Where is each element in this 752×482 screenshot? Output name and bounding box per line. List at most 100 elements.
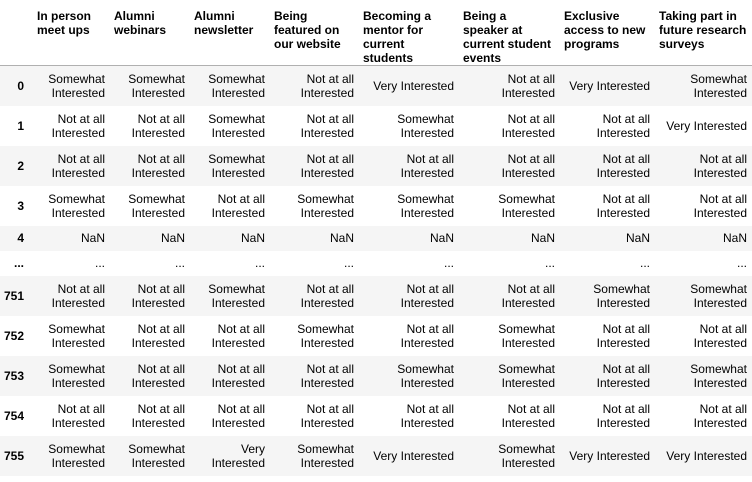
table-cell: Not at all Interested bbox=[596, 111, 650, 140]
table-cell: Very Interested bbox=[666, 448, 747, 463]
table-cell: Not at all Interested bbox=[501, 281, 555, 310]
table-row: 754 Not at all Interested Not at all Inter… bbox=[0, 395, 752, 436]
row-index: 752 bbox=[3, 328, 24, 343]
table-row: 751 Not at all Interested Not at all Inter… bbox=[0, 275, 752, 316]
column-header: Exclusive access to new programs bbox=[560, 0, 655, 66]
table-cell: ... bbox=[343, 256, 354, 270]
table-cell: Somewhat Interested bbox=[208, 111, 265, 140]
table-row: ........................... bbox=[0, 250, 752, 276]
table-cell: Not at all Interested bbox=[596, 401, 650, 430]
column-header: In person meet ups bbox=[33, 0, 110, 66]
table-cell: Not at all Interested bbox=[51, 281, 105, 310]
table-cell: Not at all Interested bbox=[400, 321, 454, 350]
index-header bbox=[0, 0, 33, 66]
table-cell: Somewhat Interested bbox=[48, 191, 105, 220]
table-cell: Not at all Interested bbox=[300, 361, 354, 390]
table-cell: Not at all Interested bbox=[596, 151, 650, 180]
column-header: Taking part in future research surveys bbox=[655, 0, 752, 66]
table-cell: Not at all Interested bbox=[596, 321, 650, 350]
table-cell: Not at all Interested bbox=[300, 151, 354, 180]
table-header: In person meet ups Alumni webinars Alumn… bbox=[0, 0, 752, 66]
table-cell: Not at all Interested bbox=[131, 401, 185, 430]
table-cell: Not at all Interested bbox=[300, 71, 354, 100]
table-cell: Very Interested bbox=[569, 448, 650, 463]
row-index: 751 bbox=[3, 288, 24, 303]
table-cell: Not at all Interested bbox=[211, 401, 265, 430]
table-cell: Very Interested bbox=[373, 78, 454, 93]
row-index: 754 bbox=[3, 408, 24, 423]
table-body: 0 Somewhat Interested Somewhat Interested S… bbox=[0, 65, 752, 476]
table-row: 755 Somewhat Interested Somewhat Intereste… bbox=[0, 435, 752, 476]
table-row: 0 Somewhat Interested Somewhat Interested S… bbox=[0, 65, 752, 106]
table-cell: ... bbox=[174, 256, 185, 270]
row-index: 4 bbox=[17, 231, 24, 245]
row-index: 0 bbox=[17, 78, 24, 93]
table-cell: Somewhat Interested bbox=[297, 321, 354, 350]
table-cell: NaN bbox=[329, 231, 354, 245]
table-cell: Not at all Interested bbox=[131, 281, 185, 310]
table-cell: NaN bbox=[80, 231, 105, 245]
table-cell: Not at all Interested bbox=[400, 151, 454, 180]
table-cell: Very Interested bbox=[569, 78, 650, 93]
table-cell: Very Interested bbox=[373, 448, 454, 463]
table-cell: Not at all Interested bbox=[51, 401, 105, 430]
table-cell: Somewhat Interested bbox=[397, 361, 454, 390]
table-cell: Not at all Interested bbox=[693, 191, 747, 220]
table-row: 1 Not at all Interested Not at all Interes… bbox=[0, 105, 752, 146]
table-cell: Somewhat Interested bbox=[208, 281, 265, 310]
header-row: In person meet ups Alumni webinars Alumn… bbox=[0, 0, 752, 66]
table-cell: Not at all Interested bbox=[300, 111, 354, 140]
table-row: 752 Somewhat Interested Not at all Interes… bbox=[0, 315, 752, 356]
table-cell: Not at all Interested bbox=[596, 361, 650, 390]
table-cell: Not at all Interested bbox=[131, 151, 185, 180]
table-cell: Somewhat Interested bbox=[48, 441, 105, 470]
table-cell: Not at all Interested bbox=[400, 281, 454, 310]
table-cell: Somewhat Interested bbox=[48, 71, 105, 100]
table-cell: ... bbox=[94, 256, 105, 270]
row-index: ... bbox=[13, 256, 24, 270]
table-cell: Somewhat Interested bbox=[128, 71, 185, 100]
column-header: Alumni newsletter bbox=[190, 0, 270, 66]
table-cell: Somewhat Interested bbox=[128, 191, 185, 220]
table-cell: Not at all Interested bbox=[131, 321, 185, 350]
row-index: 1 bbox=[17, 118, 24, 133]
table-cell: Somewhat Interested bbox=[297, 441, 354, 470]
table-cell: Somewhat Interested bbox=[498, 191, 555, 220]
table-cell: Somewhat Interested bbox=[498, 441, 555, 470]
table-cell: Not at all Interested bbox=[693, 151, 747, 180]
table-cell: Somewhat Interested bbox=[690, 281, 747, 310]
table-cell: Somewhat Interested bbox=[48, 361, 105, 390]
table-cell: NaN bbox=[625, 231, 650, 245]
table-cell: NaN bbox=[429, 231, 454, 245]
table-cell: Somewhat Interested bbox=[397, 111, 454, 140]
row-index: 753 bbox=[3, 368, 24, 383]
table-cell: Somewhat Interested bbox=[128, 441, 185, 470]
table-cell: NaN bbox=[160, 231, 185, 245]
table-cell: Not at all Interested bbox=[693, 401, 747, 430]
row-index: 3 bbox=[17, 198, 24, 213]
table-cell: NaN bbox=[240, 231, 265, 245]
table-cell: Not at all Interested bbox=[211, 361, 265, 390]
table-row: 3 Somewhat Interested Somewhat Interested N… bbox=[0, 185, 752, 226]
table-cell: Somewhat Interested bbox=[397, 191, 454, 220]
table-cell: ... bbox=[639, 256, 650, 270]
table-cell: Not at all Interested bbox=[300, 401, 354, 430]
row-index: 2 bbox=[17, 158, 24, 173]
table-row: 2 Not at all Interested Not at all Interes… bbox=[0, 145, 752, 186]
table-cell: Very Interested bbox=[666, 118, 747, 133]
table-cell: Not at all Interested bbox=[693, 321, 747, 350]
row-index: 755 bbox=[3, 448, 24, 463]
table-cell: Somewhat Interested bbox=[498, 361, 555, 390]
table-cell: Somewhat Interested bbox=[690, 71, 747, 100]
table-cell: Not at all Interested bbox=[596, 191, 650, 220]
table-cell: Somewhat Interested bbox=[498, 321, 555, 350]
table-cell: Not at all Interested bbox=[400, 401, 454, 430]
table-cell: ... bbox=[254, 256, 265, 270]
table-cell: Not at all Interested bbox=[501, 71, 555, 100]
table-cell: Not at all Interested bbox=[131, 111, 185, 140]
table-row: 753 Somewhat Interested Not at all Interes… bbox=[0, 355, 752, 396]
table-cell: ... bbox=[443, 256, 454, 270]
table-cell: Not at all Interested bbox=[501, 111, 555, 140]
table-cell: Not at all Interested bbox=[51, 111, 105, 140]
